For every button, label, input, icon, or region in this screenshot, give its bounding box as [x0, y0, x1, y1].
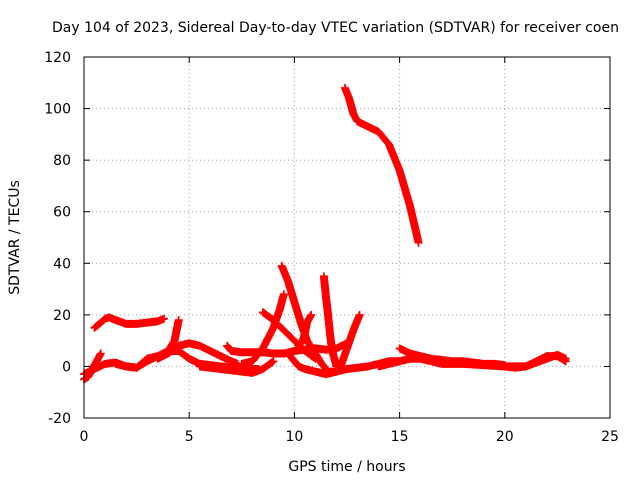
axis-ticks [83, 56, 611, 419]
x-axis-label: GPS time / hours [288, 459, 405, 475]
series-marks-arc19 [395, 344, 509, 370]
y-tick-label: 0 [62, 359, 71, 375]
series-arc20 [500, 350, 570, 372]
series-marks-arc13 [319, 272, 341, 371]
series-arc16 [340, 83, 423, 247]
series-arc7 [195, 357, 278, 377]
x-tick-label: 10 [285, 429, 303, 445]
y-tick-label: 80 [53, 153, 71, 169]
series-marks-arc20 [500, 350, 570, 372]
series-arc15 [336, 310, 364, 371]
x-tick-label: 5 [185, 429, 194, 445]
x-tick-label: 15 [391, 429, 409, 445]
series-marks-arc7 [195, 357, 278, 377]
series-arc14 [294, 310, 316, 350]
series-marks-arc2 [90, 313, 168, 332]
x-tick-label: 0 [80, 429, 89, 445]
y-tick-label: 20 [53, 308, 71, 324]
series-marks-arc14 [294, 310, 316, 350]
series-arc19 [395, 344, 509, 370]
y-axis-label: SDTVAR / TECUs [7, 180, 23, 295]
y-tick-label: 60 [53, 205, 71, 221]
y-tick-labels: -20 0 20 40 60 80 100 120 [44, 50, 71, 427]
x-tick-label: 20 [496, 429, 514, 445]
y-tick-label: 120 [44, 50, 71, 66]
series-marks-arc15 [336, 310, 364, 371]
series-marks-arc16 [340, 83, 423, 247]
chart-title: Day 104 of 2023, Sidereal Day-to-day VTE… [52, 20, 619, 36]
y-tick-label: -20 [48, 411, 71, 427]
x-tick-labels: 0 5 10 15 20 25 [80, 429, 619, 445]
series-arc2 [90, 313, 168, 332]
x-tick-label: 25 [601, 429, 619, 445]
y-tick-label: 40 [53, 256, 71, 272]
y-tick-label: 100 [44, 102, 71, 118]
plot-frame [83, 56, 611, 419]
series-arc13 [319, 272, 341, 371]
data-series [80, 83, 570, 384]
